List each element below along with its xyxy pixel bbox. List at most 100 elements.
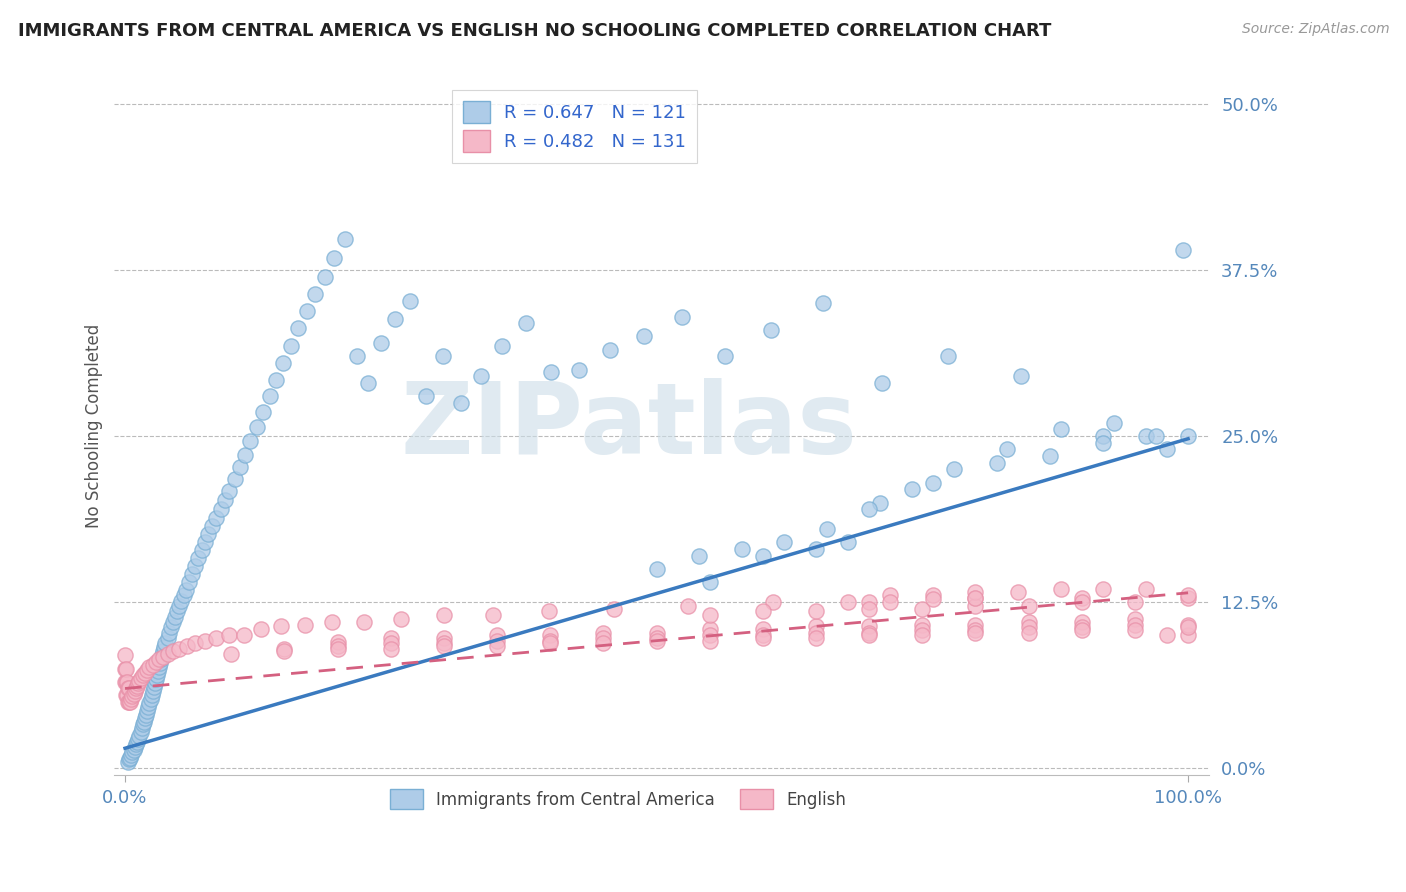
Point [181,567,204,582]
Point [152,644,174,658]
Point [121,745,143,759]
Point [486,639,509,653]
Point [127,731,149,746]
Point [246,419,269,434]
Point [117,755,139,769]
Point [1092,582,1115,596]
Point [1070,591,1092,606]
Point [132,668,155,682]
Point [486,628,509,642]
Point [1171,243,1194,257]
Point [134,665,156,680]
Point [879,589,901,603]
Point [132,717,155,731]
Point [353,615,375,629]
Point [645,633,668,648]
Point [150,648,173,663]
Point [1156,442,1178,457]
Point [813,296,835,310]
Point [221,647,243,661]
Point [138,700,160,714]
Point [870,376,893,390]
Point [314,269,336,284]
Point [326,641,349,656]
Point [761,323,783,337]
Point [433,608,456,623]
Point [233,448,256,462]
Point [121,690,143,704]
Text: Source: ZipAtlas.com: Source: ZipAtlas.com [1241,22,1389,37]
Point [250,622,273,636]
Point [134,714,156,729]
Point [162,615,184,629]
Point [380,641,402,656]
Point [1177,591,1199,606]
Point [804,541,827,556]
Point [118,695,141,709]
Point [1177,589,1199,603]
Point [1144,429,1167,443]
Point [911,617,934,632]
Point [120,692,142,706]
Point [699,575,721,590]
Point [540,365,562,379]
Point [380,631,402,645]
Point [1070,620,1092,634]
Point [815,522,838,536]
Point [149,657,172,671]
Point [136,663,159,677]
Point [127,676,149,690]
Point [143,676,166,690]
Point [773,535,796,549]
Point [135,708,157,723]
Point [167,599,190,614]
Point [233,628,256,642]
Point [1123,612,1146,626]
Point [184,559,207,574]
Point [124,684,146,698]
Point [538,628,561,642]
Point [145,672,167,686]
Point [858,625,880,640]
Point [118,752,141,766]
Point [148,652,170,666]
Point [762,595,785,609]
Point [294,617,316,632]
Point [804,631,827,645]
Point [174,583,197,598]
Point [150,652,173,666]
Point [858,502,880,516]
Point [995,442,1018,457]
Point [224,472,246,486]
Point [515,316,537,330]
Legend: Immigrants from Central America, English: Immigrants from Central America, English [382,782,853,815]
Point [1049,422,1071,436]
Point [129,725,152,739]
Point [1018,599,1040,614]
Point [1177,628,1199,642]
Point [239,434,262,449]
Point [156,631,179,645]
Point [391,612,413,626]
Point [713,350,735,364]
Point [117,681,139,696]
Point [124,737,146,751]
Point [148,660,170,674]
Point [128,729,150,743]
Point [138,696,160,710]
Point [131,722,153,736]
Point [688,549,710,563]
Point [114,661,136,675]
Point [194,633,217,648]
Point [170,594,193,608]
Point [752,631,775,645]
Point [671,310,693,324]
Point [152,649,174,664]
Point [804,625,827,640]
Point [273,641,295,656]
Point [214,492,236,507]
Point [965,625,987,640]
Point [384,312,406,326]
Point [837,535,859,549]
Point [699,628,721,642]
